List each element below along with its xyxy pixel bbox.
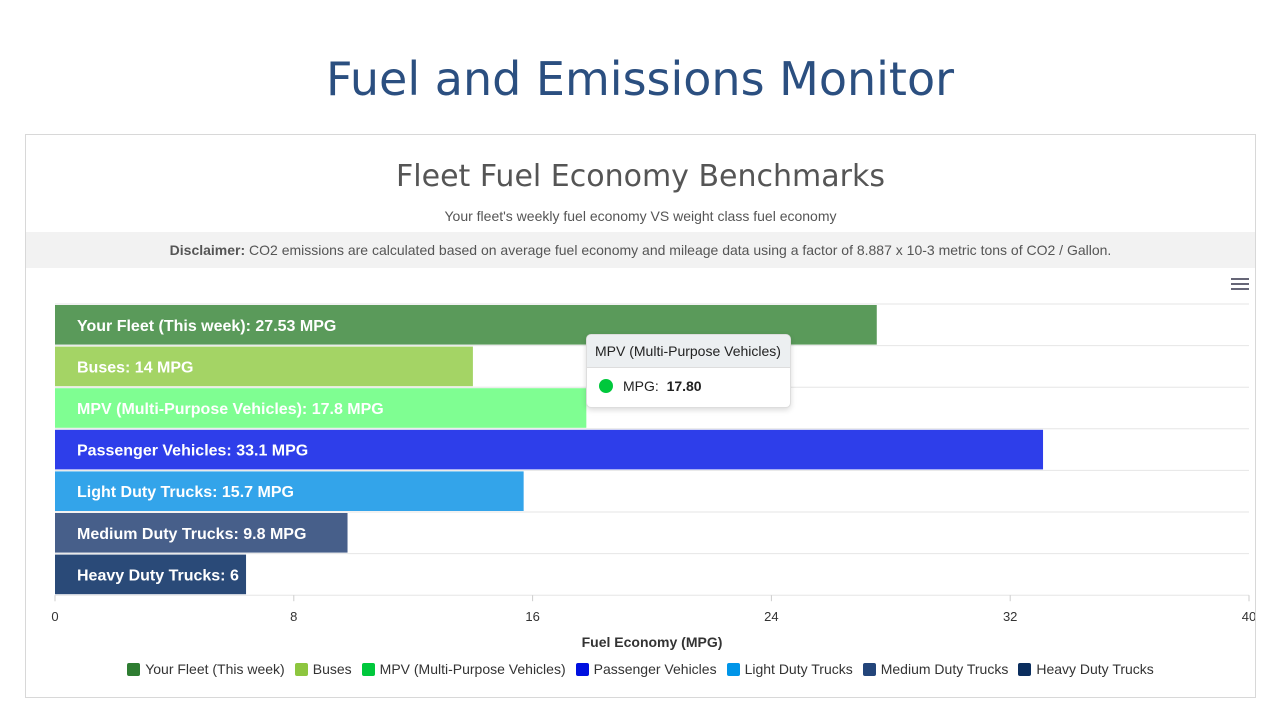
tooltip-series-dot [599, 379, 613, 393]
tooltip-title: MPV (Multi-Purpose Vehicles) [587, 335, 790, 368]
legend-label: Buses [312, 661, 352, 677]
x-tick-label: 0 [51, 609, 58, 624]
x-tick-label: 8 [290, 609, 297, 624]
bar-medium-duty-trucks[interactable] [55, 513, 348, 553]
bar-data-label: Passenger Vehicles: 33.1 MPG [77, 443, 308, 460]
chart-card: Fleet Fuel Economy Benchmarks Your fleet… [25, 134, 1256, 698]
chart-subtitle: Your fleet's weekly fuel economy VS weig… [444, 208, 837, 224]
legend-label: Your Fleet (This week) [145, 661, 285, 677]
legend-swatch [1018, 663, 1032, 676]
x-axis-title: Fuel Economy (MPG) [582, 634, 723, 650]
legend-item[interactable]: MPV (Multi-Purpose Vehicles) [361, 661, 566, 677]
bar-chart: 0 8 16 24 32 40 Fuel Economy (MPG) Your Fleet (… [51, 303, 1255, 650]
legend-item[interactable]: Heavy Duty Trucks [1018, 661, 1154, 677]
legend-item[interactable]: Your Fleet (This week) [127, 661, 285, 677]
legend-label: Passenger Vehicles [593, 661, 717, 677]
tooltip: MPV (Multi-Purpose Vehicles) MPG: 17.80 [586, 334, 791, 408]
bar-data-label: Light Duty Trucks: 15.7 MPG [77, 484, 294, 501]
x-tick-label: 24 [764, 609, 778, 624]
bar-data-label: MPV (Multi-Purpose Vehicles): 17.8 MPG [77, 401, 384, 418]
chart-menu-icon[interactable] [1231, 275, 1249, 293]
legend: Your Fleet (This week) Buses MPV (Multi-Pu… [26, 661, 1255, 677]
disclaimer-text: CO2 emissions are calculated based on av… [245, 242, 1112, 258]
legend-swatch [726, 663, 740, 676]
tooltip-value: 17.80 [666, 378, 702, 394]
x-tick-label: 32 [1003, 609, 1017, 624]
bar-passenger-vehicles[interactable] [55, 429, 1044, 470]
legend-swatch [862, 663, 876, 676]
legend-item[interactable]: Medium Duty Trucks [862, 661, 1009, 677]
disclaimer: Disclaimer: CO2 emissions are calculated… [26, 232, 1255, 268]
bar-buses[interactable] [55, 346, 473, 387]
legend-label: Heavy Duty Trucks [1036, 661, 1154, 677]
bar-data-label: Your Fleet (This week): 27.53 MPG [77, 318, 336, 335]
legend-item[interactable]: Buses [294, 661, 352, 677]
legend-item[interactable]: Light Duty Trucks [726, 661, 853, 677]
legend-item[interactable]: Passenger Vehicles [575, 661, 717, 677]
disclaimer-label: Disclaimer: [169, 242, 246, 258]
legend-label: MPV (Multi-Purpose Vehicles) [379, 661, 566, 677]
bar-heavy-duty-trucks[interactable] [55, 554, 247, 595]
bar-data-label: Heavy Duty Trucks: 6 [77, 567, 239, 584]
bar-light-duty-trucks[interactable] [55, 471, 524, 511]
x-tick-label: 40 [1242, 609, 1255, 624]
legend-swatch [127, 663, 141, 676]
x-tick-label: 16 [525, 609, 539, 624]
bar-data-label: Buses: 14 MPG [77, 359, 193, 376]
tooltip-label: MPG: [623, 378, 659, 394]
legend-swatch [361, 663, 375, 676]
legend-label: Medium Duty Trucks [880, 661, 1009, 677]
chart-title: Fleet Fuel Economy Benchmarks [396, 159, 885, 194]
bar-mpv-multi-purpose-vehicles-[interactable] [55, 388, 587, 428]
bar-data-label: Medium Duty Trucks: 9.8 MPG [77, 526, 306, 543]
legend-swatch [294, 663, 308, 676]
legend-label: Light Duty Trucks [744, 661, 853, 677]
page-title: Fuel and Emissions Monitor [325, 52, 955, 106]
legend-swatch [575, 663, 589, 676]
